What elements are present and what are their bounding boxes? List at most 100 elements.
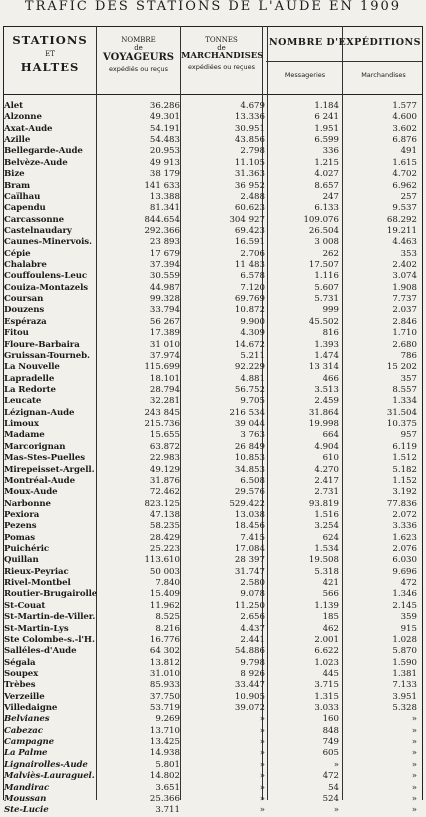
voyageurs-cell: 18.101 — [149, 373, 180, 384]
tonnes-cell: 36 952 — [234, 180, 265, 191]
marchandises-cell: 472 — [400, 578, 417, 589]
tonnes-cell: 39 044 — [234, 419, 265, 430]
double-column-divider — [262, 26, 268, 800]
marchandises-cell: 4.600 — [392, 112, 417, 123]
table-row: Mirepeisset-Argell. 49.129 34.853 4.270 5.18… — [0, 465, 426, 476]
table-row: Cabezac 13.710 » 848 » — [0, 726, 426, 737]
table-row: Villedaigne 53.719 39.072 3.033 5.328 — [0, 703, 426, 714]
tonnes-cell: 17.084 — [234, 544, 265, 555]
station-name: Verzeille — [4, 691, 45, 702]
messageries-cell: 336 — [322, 146, 339, 157]
marchandises-cell: 357 — [400, 373, 417, 384]
table-row: Lapradelle 18.101 4.881 466 357 — [0, 374, 426, 385]
station-name: Carcassonne — [4, 214, 65, 225]
station-name: Axat-Aude — [4, 123, 53, 134]
voyageurs-cell: 14.938 — [149, 748, 180, 759]
voyageurs-cell: 3.711 — [155, 805, 180, 816]
marchandises-cell: 2.680 — [392, 339, 417, 350]
station-name: Pexiora — [4, 509, 40, 520]
table-row: Soupex 31.010 8 926 445 1.381 — [0, 669, 426, 680]
tonnes-cell: 13.038 — [234, 509, 265, 520]
header-marchandises-label: MARCHANDISES — [181, 51, 264, 62]
tonnes-cell: » — [259, 737, 265, 748]
messageries-cell: 610 — [322, 453, 339, 464]
voyageurs-cell: 85.933 — [149, 680, 180, 691]
station-name: Ste-Lucie — [4, 805, 49, 816]
marchandises-cell: 9.696 — [392, 566, 417, 577]
tonnes-cell: 31.747 — [234, 566, 265, 577]
tonnes-cell: 6.578 — [240, 271, 265, 282]
messageries-cell: 3.513 — [314, 384, 339, 395]
voyageurs-cell: 37.394 — [149, 260, 180, 271]
messageries-cell: 816 — [322, 328, 339, 339]
station-name: Pezens — [4, 521, 37, 532]
voyageurs-cell: 31 010 — [149, 339, 180, 350]
marchandises-cell: 1.334 — [392, 396, 417, 407]
messageries-cell: 26.504 — [308, 225, 339, 236]
marchandises-cell: 6.119 — [392, 441, 417, 452]
station-name: Bize — [4, 169, 25, 180]
messageries-cell: 17.507 — [308, 260, 339, 271]
table-row: Narbonne 823.125 529.422 93.819 77.836 — [0, 499, 426, 510]
header-marchandises-exp-label: Marchandises — [361, 71, 406, 79]
messageries-cell: 1.534 — [314, 544, 339, 555]
table-row: Moussan 25.366 » 524 » — [0, 794, 426, 805]
messageries-cell: 3.715 — [314, 680, 339, 691]
tonnes-cell: 2.798 — [240, 146, 265, 157]
messageries-cell: » — [333, 759, 339, 770]
table-row: Pexiora 47.138 13.038 1.516 2.072 — [0, 510, 426, 521]
voyageurs-cell: 292.366 — [144, 225, 180, 236]
column-divider — [180, 26, 181, 800]
tonnes-cell: 5.211 — [240, 350, 265, 361]
station-name: Moussan — [4, 793, 47, 804]
table-row: La Palme 14.938 » 605 » — [0, 748, 426, 759]
station-name: Fitou — [4, 328, 29, 339]
station-name: Mas-Stes-Puelles — [4, 453, 85, 464]
station-name: Puichéric — [4, 544, 50, 555]
column-divider — [342, 26, 343, 800]
column-divider — [96, 26, 97, 800]
tonnes-cell: 3 763 — [240, 430, 265, 441]
station-name: Coursan — [4, 294, 44, 305]
table-row: Alet 36.286 4.679 1.184 1.577 — [0, 101, 426, 112]
station-name: Quillan — [4, 555, 39, 566]
messageries-cell: 3.033 — [314, 703, 339, 714]
station-name: Limoux — [4, 419, 39, 430]
voyageurs-cell: 99.328 — [149, 294, 180, 305]
messageries-cell: 1.315 — [314, 691, 339, 702]
messageries-cell: 462 — [322, 623, 339, 634]
tonnes-cell: 8 926 — [240, 668, 265, 679]
messageries-cell: 664 — [322, 430, 339, 441]
voyageurs-cell: 141 633 — [144, 180, 180, 191]
table-row: Malviès-Lauraguel. 14.802 » 472 » — [0, 771, 426, 782]
tonnes-cell: 6.508 — [240, 475, 265, 486]
marchandises-cell: 1.028 — [392, 634, 417, 645]
table-row: Belvèze-Aude 49 913 11.105 1.215 1.615 — [0, 158, 426, 169]
station-name: La Palme — [4, 748, 48, 759]
tonnes-cell: » — [259, 805, 265, 816]
header-messageries: Messageries — [268, 71, 342, 79]
messageries-cell: 2.731 — [314, 487, 339, 498]
station-name: Couiza-Montazels — [4, 282, 88, 293]
table-row: Ste-Lucie 3.711 » » » — [0, 805, 426, 816]
tonnes-cell: 28 397 — [234, 555, 265, 566]
station-name: St-Martin-Lys — [4, 623, 69, 634]
marchandises-cell: » — [411, 793, 417, 804]
table-row: Ste Colombe-s.-l'H. 16.776 2.441 2.001 1.028 — [0, 635, 426, 646]
marchandises-cell: 6.030 — [392, 555, 417, 566]
table-row: Lignairolles-Aude 5.801 » » » — [0, 760, 426, 771]
tonnes-cell: 9.078 — [240, 589, 265, 600]
table-row: Douzens 33.794 10.872 999 2.037 — [0, 305, 426, 316]
tonnes-cell: 2.656 — [240, 612, 265, 623]
station-name: Lapradelle — [4, 373, 55, 384]
voyageurs-cell: 15.655 — [149, 430, 180, 441]
voyageurs-cell: 56 267 — [149, 316, 180, 327]
messageries-cell: 8.657 — [314, 180, 339, 191]
voyageurs-cell: 28.794 — [149, 384, 180, 395]
marchandises-cell: 2.145 — [392, 600, 417, 611]
voyageurs-cell: 25.223 — [149, 544, 180, 555]
voyageurs-cell: 9.269 — [155, 714, 180, 725]
messageries-cell: 472 — [322, 771, 339, 782]
station-name: Lézignan-Aude — [4, 407, 75, 418]
messageries-cell: 566 — [322, 589, 339, 600]
